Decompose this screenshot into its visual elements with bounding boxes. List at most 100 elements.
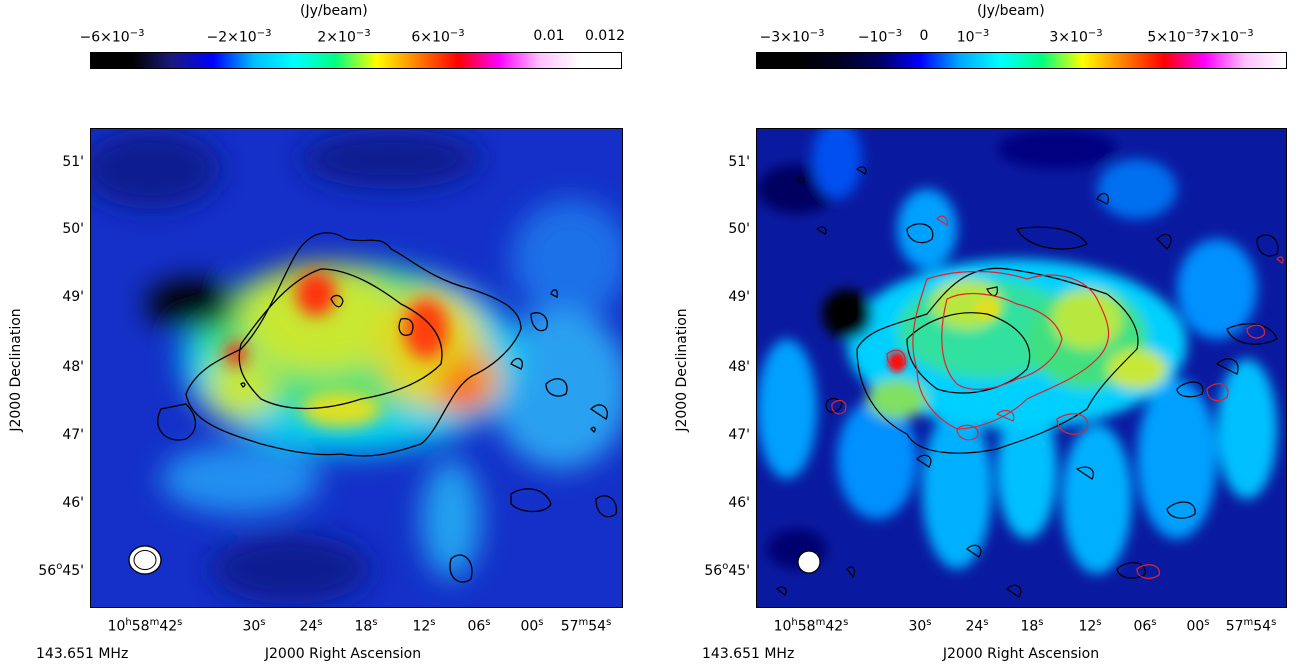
tick-base: −6×10: [79, 29, 130, 46]
tick-base: 0.01: [533, 28, 565, 44]
tick-exponent: −3: [1087, 28, 1103, 39]
colorbar-tick-label: 5×10−3: [1147, 28, 1200, 46]
colorbar: [90, 52, 622, 69]
y-tick-label: 48': [62, 359, 84, 375]
tick-degrees: 56: [38, 562, 57, 579]
tick-exponent: −3: [887, 28, 903, 39]
tick-base: 2×10: [317, 29, 356, 46]
tick-degrees: 56: [704, 562, 723, 579]
seconds-sign: s: [606, 617, 612, 628]
y-tick-label: 47': [62, 427, 84, 443]
colorbar-tick-label: −6×10−3: [80, 28, 145, 46]
right-panel: (Jy/beam) −3×10−3 −10−3 0 10−3 3×10−3 5×10−3 7…: [651, 0, 1302, 668]
tick-seconds: 12: [1078, 618, 1097, 635]
tick-seconds: 06: [467, 618, 486, 635]
emission-peaks: [226, 272, 448, 427]
colorbar: [756, 52, 1287, 69]
left-panel: (Jy/beam) −6×10−3 −2×10−3 2×10−3 6×10−3 0.01…: [0, 0, 651, 668]
map-image: [91, 129, 622, 607]
tick-base: 3×10: [1049, 29, 1088, 46]
seconds-sign: s: [538, 617, 544, 628]
x-tick-label: 06s: [467, 617, 490, 635]
tick-seconds: 18: [1020, 618, 1039, 635]
colorbar-tick-label: 10−3: [957, 28, 990, 46]
seconds-sign: s: [1038, 617, 1044, 628]
y-tick-label: 47': [728, 427, 750, 443]
intensity-map[interactable]: [90, 128, 623, 608]
frequency-label: 143.651 MHz: [36, 646, 129, 662]
seconds-sign: s: [926, 617, 932, 628]
hours-sign: h: [125, 617, 132, 628]
y-tick-label: 50': [62, 221, 84, 237]
colorbar-tick-label: 6×10−3: [411, 28, 464, 46]
colorbar-tick-label: −2×10−3: [207, 28, 272, 46]
tick-exponent: −3: [449, 28, 465, 39]
black-contour-lines: [776, 166, 1279, 598]
tick-arcmin: 50': [62, 221, 84, 237]
tick-arcmin: 49': [728, 289, 750, 305]
tick-arcmin: 50': [728, 221, 750, 237]
tick-arcmin: 46': [728, 495, 750, 511]
y-axis-label: J2000 Declination: [8, 308, 24, 432]
intensity-map[interactable]: [756, 128, 1287, 608]
colorbar-unit-label: (Jy/beam): [977, 3, 1045, 19]
tick-minutes: 57: [560, 618, 579, 635]
hours-sign: h: [791, 617, 798, 628]
tick-arcmin: 51': [62, 154, 84, 170]
minutes-sign: m: [1243, 617, 1254, 628]
tick-arcmin: 45': [62, 562, 84, 579]
tick-arcmin: 47': [62, 427, 84, 443]
y-tick-label: 46': [728, 495, 750, 511]
degree-sign: o: [56, 561, 63, 573]
colorbar-tick-label: 0.01: [533, 28, 564, 44]
map-image: [757, 129, 1286, 607]
x-tick-label: 18s: [354, 617, 377, 635]
tick-exponent: −3: [256, 28, 272, 39]
tick-base: 10: [956, 29, 975, 46]
x-tick-label: 10h58m42s: [774, 617, 849, 635]
tick-exponent: −3: [129, 28, 145, 39]
tick-base: 0: [919, 28, 929, 44]
tick-seconds: 24: [965, 618, 984, 635]
tick-minutes: 58: [131, 618, 150, 635]
degree-sign: o: [722, 561, 729, 573]
tick-arcmin: 48': [62, 359, 84, 375]
y-tick-label: 49': [728, 289, 750, 305]
seconds-sign: s: [1151, 617, 1157, 628]
y-tick-label: 51': [728, 154, 750, 170]
colorbar-tick-label: 3×10−3: [1049, 28, 1102, 46]
tick-minutes: 58: [797, 618, 816, 635]
seconds-sign: s: [843, 617, 849, 628]
tick-arcmin: 46': [62, 495, 84, 511]
tick-hours: 10: [107, 618, 126, 635]
tick-exponent: −3: [1185, 28, 1201, 39]
emission-peaks: [888, 299, 999, 372]
tick-seconds: 12: [412, 618, 431, 635]
tick-arcmin: 51': [728, 154, 750, 170]
contour-lines: [157, 232, 618, 583]
seconds-sign: s: [372, 617, 378, 628]
seconds-sign: s: [260, 617, 266, 628]
x-tick-label: 12s: [412, 617, 435, 635]
y-tick-label: 56o45': [38, 561, 84, 579]
seconds-sign: s: [430, 617, 436, 628]
x-tick-label: 30s: [242, 617, 265, 635]
colorbar-tick-label: −10−3: [858, 28, 902, 46]
y-tick-label: 49': [62, 289, 84, 305]
minutes-sign: m: [149, 617, 160, 628]
colorbar-tick-label: 0.012: [585, 28, 625, 44]
seconds-sign: s: [983, 617, 989, 628]
beam-circle: [797, 550, 821, 574]
colorbar-tick-label: 7×10−3: [1200, 28, 1253, 46]
tick-seconds: 54: [588, 618, 607, 635]
y-axis-label: J2000 Declination: [674, 308, 690, 432]
x-tick-label: 30s: [908, 617, 931, 635]
x-axis-label: J2000 Right Ascension: [942, 646, 1100, 662]
x-tick-label: 18s: [1020, 617, 1043, 635]
x-tick-label: 10h58m42s: [108, 617, 183, 635]
colorbar-tick-label: −3×10−3: [760, 28, 825, 46]
x-tick-label: 24s: [965, 617, 988, 635]
x-tick-label: 12s: [1078, 617, 1101, 635]
tick-base: 6×10: [411, 29, 450, 46]
x-tick-label: 06s: [1133, 617, 1156, 635]
